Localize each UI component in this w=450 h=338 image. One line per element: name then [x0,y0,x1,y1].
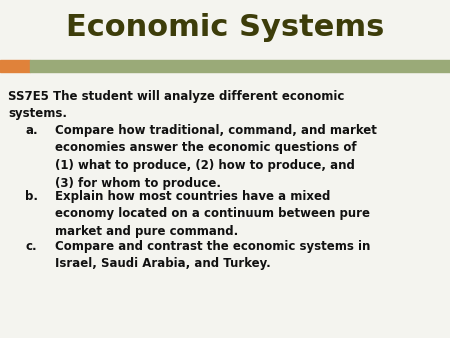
Text: Economic Systems: Economic Systems [66,14,384,43]
Text: b.: b. [25,190,38,203]
Bar [0,60,30,72]
Text: SS7E5 The student will analyze different economic
systems.: SS7E5 The student will analyze different… [8,90,344,121]
Text: a.: a. [25,124,38,137]
Text: Compare and contrast the economic systems in
Israel, Saudi Arabia, and Turkey.: Compare and contrast the economic system… [55,240,370,270]
Text: Explain how most countries have a mixed
economy located on a continuum between p: Explain how most countries have a mixed … [55,190,370,238]
Bar [30,60,450,72]
Text: c.: c. [25,240,36,253]
Text: Compare how traditional, command, and market
economies answer the economic quest: Compare how traditional, command, and ma… [55,124,377,190]
